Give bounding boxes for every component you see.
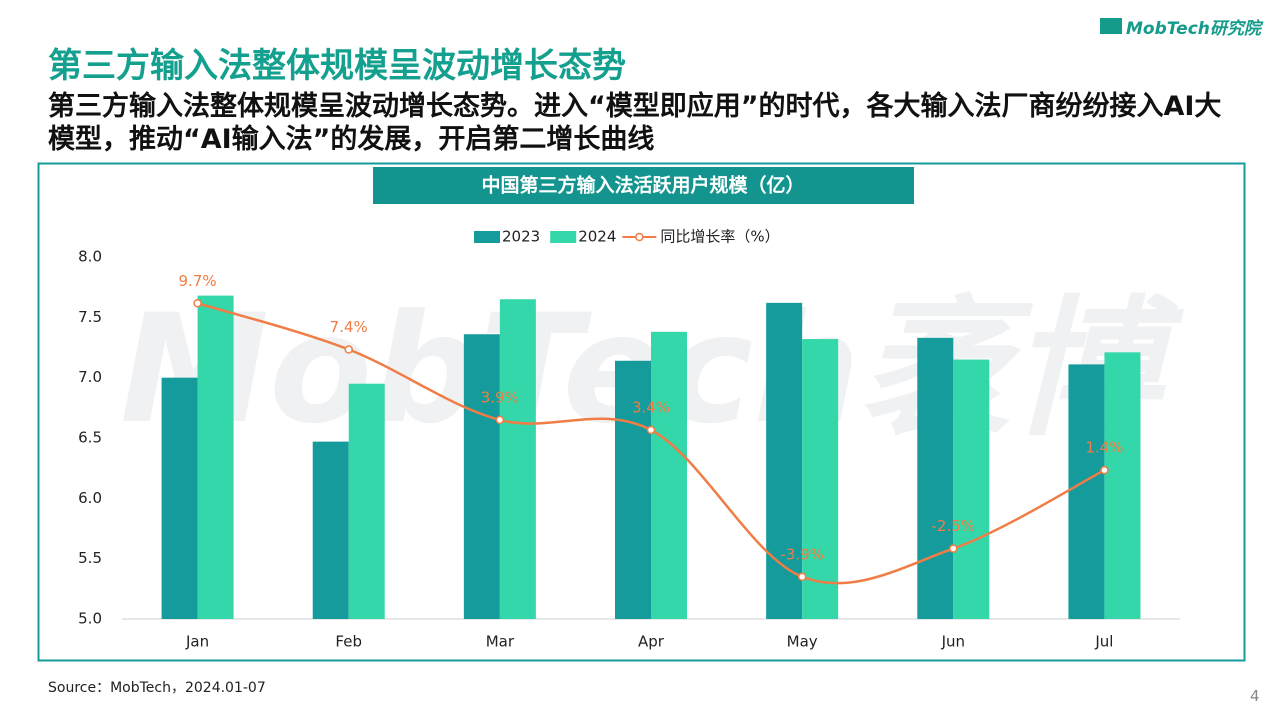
bar — [953, 359, 990, 619]
y-tick-label: 8.0 — [78, 248, 102, 266]
bar — [348, 383, 385, 619]
logo: MobTech研究院 — [1126, 19, 1261, 39]
bar — [499, 299, 536, 619]
bar — [463, 334, 500, 619]
line-point — [193, 299, 202, 308]
title: 第三方输入法整体规模呈波动增长态势 — [48, 46, 626, 86]
bar — [802, 339, 839, 619]
bar — [917, 337, 954, 619]
data-label: -2.5% — [932, 517, 976, 535]
x-tick-label: Feb — [335, 633, 362, 651]
line-point — [344, 345, 353, 354]
chart-title-box — [373, 167, 914, 204]
x-tick-label: Jan — [185, 633, 209, 651]
y-tick-label: 5.5 — [78, 549, 102, 567]
line-point — [949, 544, 958, 553]
data-label: 7.4% — [330, 318, 368, 336]
x-tick-label: Mar — [486, 633, 515, 651]
legend-label: 2023 — [502, 228, 540, 246]
chart-frame — [37, 162, 1246, 662]
bar — [1068, 364, 1105, 619]
x-tick-label: Apr — [638, 633, 665, 651]
legend-swatch — [474, 231, 500, 243]
data-label: 9.7% — [179, 272, 217, 290]
subtitle: 第三方输入法整体规模呈波动增长态势。进入“模型即应用”的时代，各大输入法厂商纷纷… — [48, 91, 1222, 155]
bar — [615, 360, 651, 619]
source: Source：MobTech，2024.01-07 — [48, 680, 266, 696]
legend-swatch — [550, 231, 577, 243]
chart-title: 中国第三方输入法活跃用户规模（亿） — [481, 174, 804, 197]
x-tick-label: Jun — [941, 633, 965, 651]
bar — [651, 331, 687, 619]
logo-icon — [1100, 18, 1122, 34]
page-number: 4 — [1250, 687, 1260, 705]
data-label: 1.4% — [1085, 439, 1123, 457]
legend-label: 同比增长率（%） — [660, 228, 779, 246]
y-tick-label: 6.0 — [78, 489, 102, 507]
legend-swatch — [635, 232, 644, 242]
y-tick-label: 7.5 — [78, 308, 102, 326]
bar — [312, 441, 349, 619]
y-tick-label: 7.0 — [78, 368, 102, 386]
line-point — [1100, 465, 1109, 475]
legend-label: 2024 — [578, 228, 616, 246]
bar — [197, 295, 234, 619]
bar — [161, 377, 198, 619]
y-tick-label: 5.0 — [78, 610, 102, 628]
x-tick-label: Jul — [1094, 633, 1113, 651]
data-label: 3.4% — [632, 398, 670, 416]
line-point — [797, 572, 807, 582]
line-point — [495, 415, 505, 425]
bar — [1104, 352, 1141, 619]
bar — [766, 302, 803, 619]
data-label: -3.9% — [780, 545, 824, 563]
y-tick-label: 6.5 — [78, 429, 102, 447]
line-point — [646, 425, 656, 435]
x-tick-label: May — [787, 633, 818, 651]
data-label: 3.9% — [481, 388, 519, 406]
